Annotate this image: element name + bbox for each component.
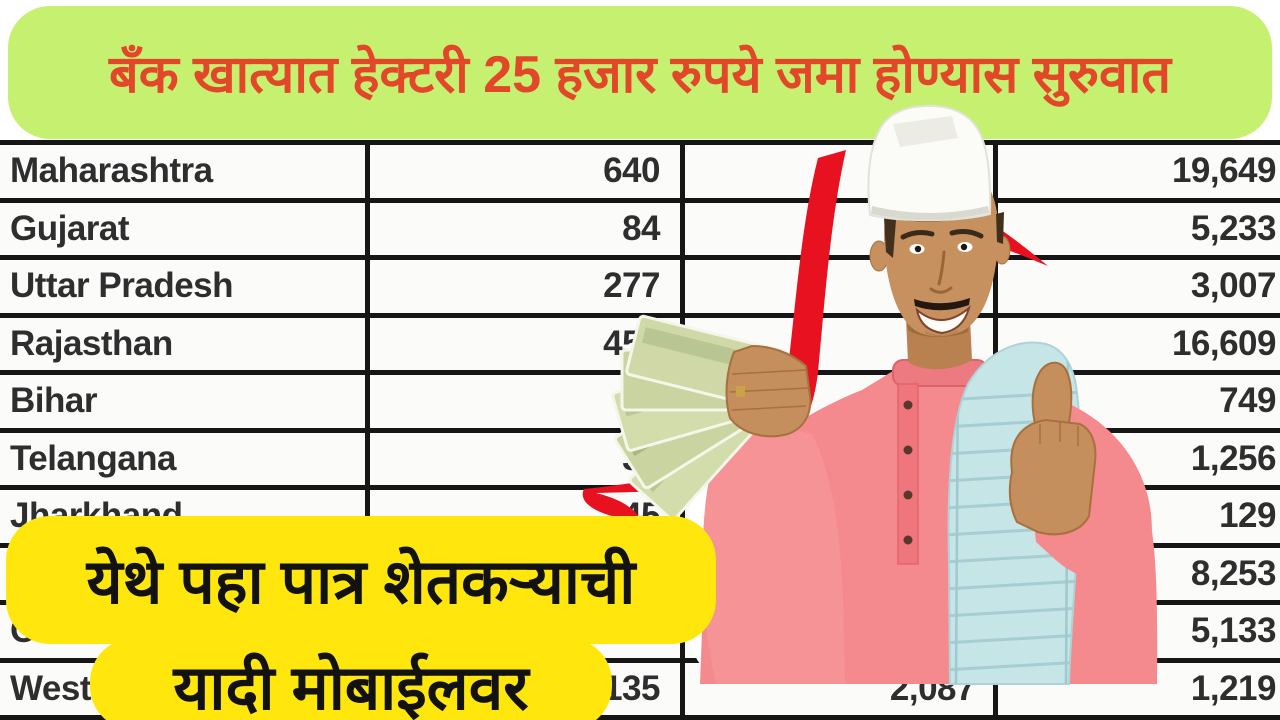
value-col2: 135 — [603, 668, 660, 708]
value-col4: 8,253 — [1190, 553, 1277, 593]
value-col4: 5,133 — [1190, 611, 1277, 650]
value-col4: 129 — [1219, 496, 1276, 535]
table-row: Gujarat 84 5,233 — [0, 202, 1280, 260]
value-col4: 5,233 — [1190, 208, 1277, 248]
value-col2: 84 — [622, 208, 660, 248]
value-col2: 640 — [603, 151, 660, 190]
table-row: Rajasthan 450 16,609 — [0, 317, 1280, 375]
cta-text-line1: येथे पहा पात्र शेतकऱ्याची — [86, 548, 636, 617]
value-col2: 277 — [603, 266, 660, 305]
state-name: Uttar Pradesh — [10, 266, 234, 305]
value-col4: 749 — [1219, 381, 1276, 420]
value-col2: 39 — [622, 438, 660, 478]
table-column-border — [993, 140, 998, 720]
state-name: Bihar — [10, 381, 97, 420]
headline-text: बँक खात्यात हेक्टरी 25 हजार रुपये जमा हो… — [109, 46, 1171, 104]
table-row: Telangana 39 1,256 — [0, 432, 1280, 490]
cta-banner-line1: येथे पहा पात्र शेतकऱ्याची — [6, 516, 716, 644]
value-col4: 19,649 — [1171, 151, 1277, 190]
value-col2: 50 — [622, 381, 660, 420]
value-col4: 3,007 — [1190, 266, 1277, 305]
value-col2: 450 — [603, 323, 660, 363]
cta-text-line2: यादी मोबाईलवर — [173, 654, 529, 720]
table-row: Maharashtra 640 19,649 — [0, 145, 1280, 203]
value-col4: 1,219 — [1190, 668, 1277, 708]
state-name: Gujarat — [10, 208, 130, 248]
table-top-border — [0, 140, 1280, 145]
cta-banner-line2: यादी मोबाईलवर — [90, 638, 612, 720]
table-row: Bihar 50 749 — [0, 375, 1280, 433]
value-col4: 1,256 — [1190, 438, 1277, 478]
state-name: Rajasthan — [10, 323, 173, 363]
value-col4: 16,609 — [1171, 323, 1277, 363]
state-name: Telangana — [10, 438, 177, 478]
table-row: Uttar Pradesh 277 3,007 — [0, 260, 1280, 318]
headline-banner: बँक खात्यात हेक्टरी 25 हजार रुपये जमा हो… — [8, 6, 1272, 139]
state-name: Maharashtra — [10, 151, 213, 190]
value-col3: 2,087 — [889, 668, 976, 708]
table-column-border — [365, 140, 370, 720]
